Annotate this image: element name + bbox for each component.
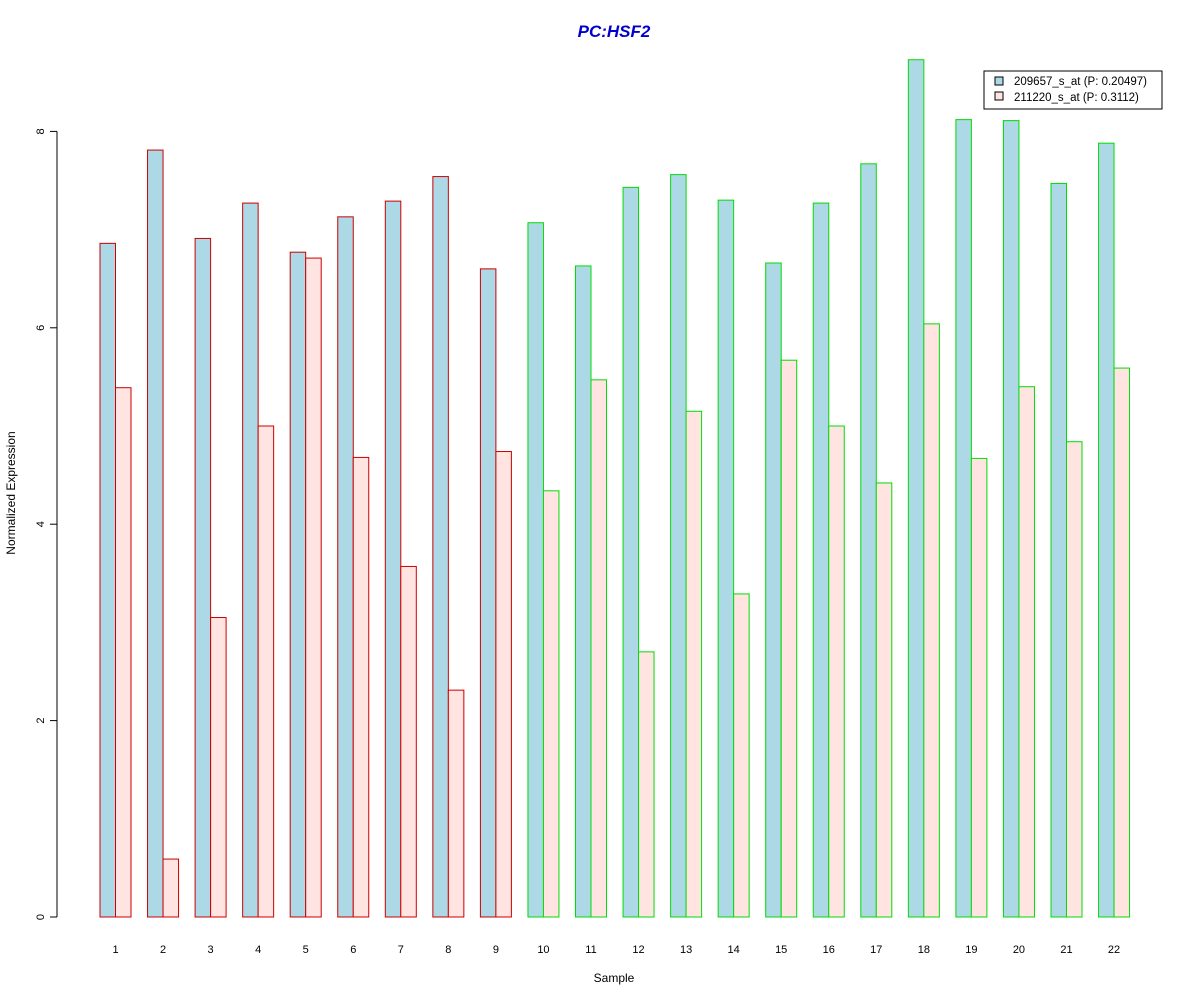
legend-swatch-211220 xyxy=(994,91,1004,101)
bar-sample-11-series-2 xyxy=(590,379,607,918)
bar-sample-21-series-1 xyxy=(1050,182,1067,918)
bar-sample-5-series-2 xyxy=(305,257,322,918)
bar-sample-6-series-1 xyxy=(337,216,354,918)
x-tick-label: 1 xyxy=(112,944,118,956)
y-axis: 0 2 4 6 8 xyxy=(35,128,58,920)
bar-sample-17-series-1 xyxy=(860,163,877,918)
bar-sample-3-series-1 xyxy=(194,237,212,918)
legend-swatch-209657 xyxy=(994,76,1004,86)
x-tick-label: 14 xyxy=(728,944,740,956)
x-tick-label: 18 xyxy=(918,944,930,956)
bar-sample-20-series-2 xyxy=(1018,386,1035,918)
bar-sample-7-series-2 xyxy=(400,565,417,918)
bar-sample-8-series-2 xyxy=(447,689,465,918)
bar-sample-10-series-1 xyxy=(527,222,544,918)
bar-sample-1-series-2 xyxy=(115,387,132,918)
bar-sample-8-series-1 xyxy=(432,176,449,918)
bar-sample-13-series-1 xyxy=(670,174,687,918)
bar-sample-10-series-2 xyxy=(542,490,560,918)
x-tick-label: 15 xyxy=(775,944,787,956)
bar-sample-16-series-1 xyxy=(812,202,830,918)
legend-label-209657: 209657_s_at (P: 0.20497) xyxy=(1014,76,1147,88)
bar-sample-1-series-1 xyxy=(99,242,116,918)
y-tick-label: 0 xyxy=(35,914,47,920)
bar-sample-15-series-2 xyxy=(780,359,798,918)
x-tick-label: 11 xyxy=(585,944,596,956)
bar-sample-3-series-2 xyxy=(210,616,227,918)
bar-sample-14-series-2 xyxy=(733,593,750,918)
x-tick-label: 8 xyxy=(445,944,451,956)
bar-sample-2-series-2 xyxy=(162,858,180,918)
x-tick-label: 5 xyxy=(303,944,309,956)
legend: 209657_s_at (P: 0.20497) 211220_s_at (P:… xyxy=(983,70,1163,110)
y-tick-label: 8 xyxy=(35,128,47,134)
bar-sample-12-series-1 xyxy=(622,186,640,918)
bar-sample-6-series-2 xyxy=(352,456,370,918)
y-tick-label: 6 xyxy=(35,325,47,331)
bar-sample-12-series-2 xyxy=(638,651,655,918)
x-tick-label: 16 xyxy=(823,944,835,956)
x-tick-label: 20 xyxy=(1013,944,1025,956)
bar-sample-18-series-1 xyxy=(907,59,925,918)
x-tick-label: 10 xyxy=(537,944,549,956)
bar-sample-9-series-1 xyxy=(479,268,497,918)
bar-sample-21-series-2 xyxy=(1066,441,1083,918)
legend-box xyxy=(983,70,1163,110)
x-tick-label: 2 xyxy=(160,944,166,956)
bar-sample-19-series-2 xyxy=(970,457,988,918)
x-tick-labels: 1 2 3 4 5 6 7 8 9 10 11 12 13 14 15 16 17 18 19 20 21 22 xyxy=(112,944,1120,956)
x-tick-label: 22 xyxy=(1108,944,1120,956)
bar-sample-5-series-1 xyxy=(289,251,307,918)
bar-sample-15-series-1 xyxy=(765,262,782,918)
x-tick-label: 3 xyxy=(208,944,214,956)
y-axis-label: Normalized Expression xyxy=(4,431,18,554)
bar-sample-19-series-1 xyxy=(955,119,972,918)
x-axis-label: Sample xyxy=(594,971,635,985)
x-tick-label: 21 xyxy=(1060,944,1072,956)
bar-sample-4-series-1 xyxy=(242,202,259,918)
x-tick-label: 6 xyxy=(350,944,356,956)
bar-sample-4-series-2 xyxy=(257,425,275,918)
x-tick-label: 17 xyxy=(870,944,882,956)
chart-title: PC:HSF2 xyxy=(578,22,651,41)
bar-sample-20-series-1 xyxy=(1002,120,1020,918)
x-tick-label: 12 xyxy=(632,944,644,956)
bar-sample-18-series-2 xyxy=(923,323,940,918)
bar-sample-2-series-1 xyxy=(147,149,164,918)
y-tick-label: 2 xyxy=(35,718,47,724)
bar-sample-17-series-2 xyxy=(875,482,893,918)
x-tick-label: 4 xyxy=(255,944,261,956)
x-tick-label: 19 xyxy=(965,944,977,956)
x-tick-label: 13 xyxy=(680,944,692,956)
bar-sample-9-series-2 xyxy=(495,451,512,918)
bar-sample-16-series-2 xyxy=(828,425,845,918)
x-tick-label: 7 xyxy=(398,944,404,956)
bar-sample-22-series-2 xyxy=(1113,367,1131,918)
bar-sample-11-series-1 xyxy=(575,265,592,918)
bar-sample-7-series-1 xyxy=(384,200,402,918)
x-tick-label: 9 xyxy=(493,944,499,956)
legend-label-211220: 211220_s_at (P: 0.3112) xyxy=(1014,92,1139,104)
bar-sample-13-series-2 xyxy=(685,410,703,918)
y-tick-label: 4 xyxy=(35,521,47,527)
bar-sample-22-series-1 xyxy=(1098,142,1115,918)
bars xyxy=(99,59,1131,918)
bar-sample-14-series-1 xyxy=(717,199,735,918)
